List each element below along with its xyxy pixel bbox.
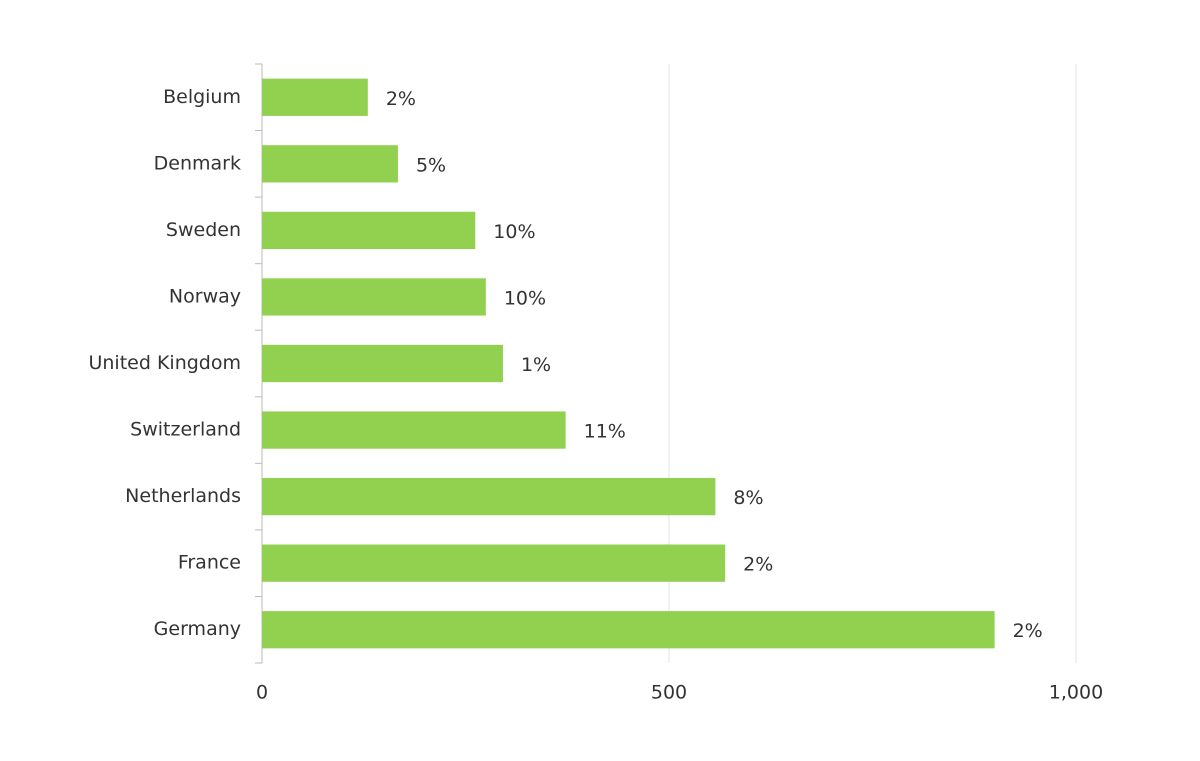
- y-tick-label: Switzerland: [130, 419, 241, 441]
- bar-label: 1%: [521, 354, 551, 376]
- bar: [262, 145, 398, 183]
- bar-label: 8%: [733, 487, 763, 509]
- bar-label: 2%: [1013, 620, 1043, 642]
- bar: [262, 611, 995, 649]
- bar-label: 2%: [386, 88, 416, 110]
- x-tick-label: 500: [651, 682, 687, 704]
- bar: [262, 477, 716, 516]
- bar-label: 5%: [416, 154, 446, 176]
- y-tick-label: Belgium: [163, 86, 241, 108]
- bar: [262, 78, 368, 116]
- y-tick-label: Sweden: [166, 219, 241, 241]
- x-tick-label: 0: [256, 682, 268, 704]
- bar-label: 11%: [584, 421, 626, 443]
- bar-label: 10%: [504, 287, 546, 309]
- bar: [262, 544, 726, 582]
- y-tick-label: Germany: [154, 618, 241, 640]
- y-tick-label: France: [178, 552, 241, 574]
- bar-label: 2%: [743, 554, 773, 576]
- y-tick-label: United Kingdom: [88, 352, 241, 374]
- y-tick-label: Denmark: [154, 152, 241, 174]
- y-tick-label: Netherlands: [125, 485, 241, 507]
- bar: [262, 278, 486, 316]
- bar: [262, 411, 566, 449]
- bar: [262, 211, 476, 250]
- y-tick-label: Norway: [169, 285, 241, 307]
- x-tick-label: 1,000: [1049, 682, 1103, 704]
- bar-label: 10%: [493, 221, 535, 243]
- bar: [262, 344, 503, 383]
